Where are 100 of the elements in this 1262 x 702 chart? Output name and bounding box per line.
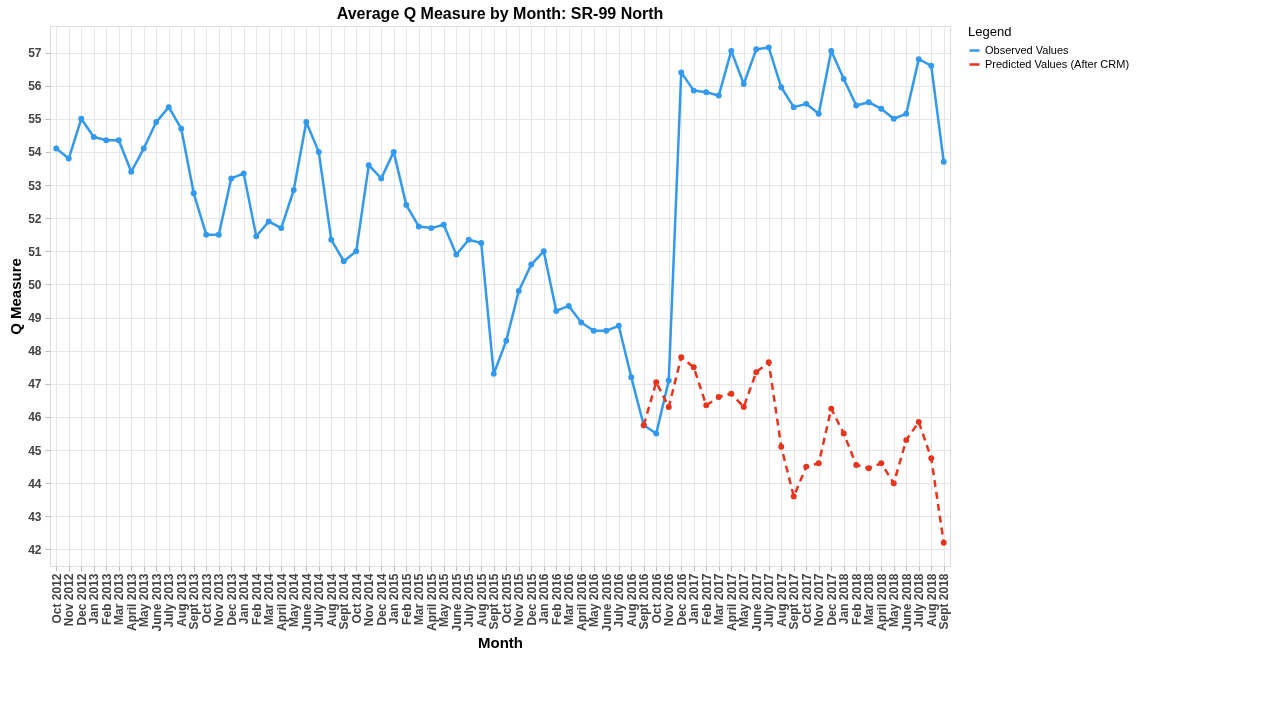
x-tick-label: Sept 2017 <box>787 573 802 630</box>
x-tick-label: April 2013 <box>124 573 139 631</box>
x-tick-label: Feb 2016 <box>549 573 564 625</box>
point <box>890 480 897 487</box>
y-tick-label: 45 <box>28 443 42 458</box>
point <box>915 418 922 425</box>
x-tick-label: May 2017 <box>737 573 752 627</box>
x-tick-label: Feb 2013 <box>99 573 114 625</box>
x-tick-label: July 2015 <box>462 573 477 628</box>
y-tick-label: 49 <box>28 311 42 326</box>
point <box>878 460 885 467</box>
x-tick-label: Oct 2012 <box>49 573 64 624</box>
legend-title: Legend <box>968 24 1012 39</box>
point <box>803 463 810 470</box>
point <box>765 359 772 366</box>
y-tick-label: 54 <box>28 145 42 160</box>
x-tick-label: Dec 2012 <box>74 573 89 626</box>
x-tick-label: May 2013 <box>137 573 152 627</box>
x-tick-label: Jan 2014 <box>237 573 252 625</box>
point <box>790 493 797 500</box>
y-tick-label: 46 <box>28 410 42 425</box>
x-tick-label: July 2017 <box>762 573 777 628</box>
x-tick-label: Nov 2016 <box>662 573 677 627</box>
x-tick-label: May 2014 <box>287 573 302 627</box>
x-tick-label: Mar 2013 <box>112 573 127 625</box>
x-tick-label: July 2016 <box>612 573 627 628</box>
point <box>665 404 672 410</box>
point <box>678 354 685 361</box>
y-tick-label: 47 <box>28 377 42 392</box>
y-tick-label: 50 <box>28 277 42 292</box>
x-tick-label: Feb 2015 <box>399 573 414 625</box>
x-tick-label: Sept 2016 <box>637 573 652 630</box>
x-tick-label: Dec 2013 <box>224 573 239 626</box>
x-tick-label: July 2013 <box>162 573 177 628</box>
x-tick-label: April 2016 <box>574 573 589 631</box>
x-tick-label: Mar 2014 <box>262 573 277 625</box>
x-tick-label: Jan 2018 <box>837 573 852 625</box>
x-tick-label: April 2015 <box>424 573 439 631</box>
x-tick-label: Dec 2017 <box>824 573 839 626</box>
x-tick-label: Sept 2015 <box>487 573 502 630</box>
chart-title: Average Q Measure by Month: SR-99 North <box>336 5 664 22</box>
x-tick-label: Feb 2017 <box>699 573 714 625</box>
point <box>690 364 697 371</box>
y-tick-label: 42 <box>28 542 42 557</box>
x-tick-label: Dec 2015 <box>524 573 539 626</box>
x-tick-label: Nov 2015 <box>512 573 527 627</box>
x-tick-label: Nov 2012 <box>62 573 77 627</box>
x-tick-label: Dec 2014 <box>374 573 389 626</box>
x-tick-label: April 2018 <box>874 573 889 631</box>
x-tick-label: Mar 2017 <box>712 573 727 625</box>
x-tick-label: April 2014 <box>274 573 289 631</box>
y-tick-label: 48 <box>28 344 42 359</box>
x-tick-label: May 2015 <box>437 573 452 627</box>
x-tick-label: Feb 2018 <box>849 573 864 625</box>
y-tick-label: 43 <box>28 509 42 524</box>
point <box>778 443 785 450</box>
x-tick-label: Jan 2015 <box>387 573 402 625</box>
point <box>653 379 660 386</box>
point <box>728 390 735 397</box>
point <box>903 437 910 444</box>
x-tick-label: Sept 2014 <box>337 573 352 630</box>
y-tick-label: 44 <box>28 476 42 491</box>
x-tick-label: Mar 2015 <box>412 573 427 625</box>
x-tick-label: Jan 2016 <box>537 573 552 625</box>
x-tick-label: Jan 2013 <box>87 573 102 625</box>
x-tick-label: Sept 2013 <box>187 573 202 630</box>
legend-label: Observed Values <box>985 43 1070 56</box>
x-tick-label: May 2018 <box>887 573 902 627</box>
y-tick-label: 52 <box>28 211 42 226</box>
point <box>715 394 722 400</box>
x-tick-label: Feb 2014 <box>249 573 264 625</box>
x-tick-label: Nov 2013 <box>212 573 227 627</box>
y-tick-label: 55 <box>28 112 42 127</box>
legend-label: Predicted Values (After CRM) <box>985 57 1130 70</box>
y-tick-label: 56 <box>28 79 42 94</box>
y-axis-title: Q Measure <box>7 258 25 335</box>
point <box>753 369 760 376</box>
x-tick-label: Nov 2017 <box>812 573 827 627</box>
x-tick-label: Nov 2014 <box>362 573 377 627</box>
x-tick-label: Dec 2016 <box>674 573 689 626</box>
point <box>740 404 747 410</box>
x-tick-label: July 2018 <box>912 573 927 628</box>
x-tick-label: Sept 2018 <box>937 573 952 630</box>
point <box>828 405 835 412</box>
y-tick-label: 51 <box>28 244 42 259</box>
x-tick-label: Mar 2018 <box>862 573 877 625</box>
x-tick-label: Mar 2016 <box>562 573 577 625</box>
x-tick-label: Jan 2017 <box>687 573 702 625</box>
x-axis-title: Month <box>478 633 523 651</box>
point <box>928 455 935 462</box>
point <box>853 462 860 468</box>
point <box>940 539 947 546</box>
y-tick-label: 57 <box>28 46 42 60</box>
point <box>840 430 847 437</box>
point <box>703 402 710 409</box>
x-tick-label: July 2014 <box>312 573 327 628</box>
point <box>865 465 872 472</box>
y-tick-label: 53 <box>28 178 42 193</box>
point <box>815 460 822 467</box>
x-tick-label: April 2017 <box>724 573 739 631</box>
